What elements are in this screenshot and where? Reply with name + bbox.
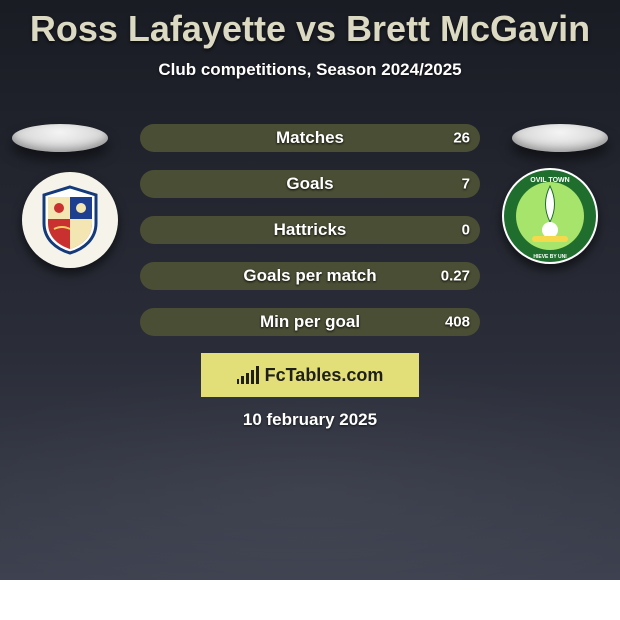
left-podium (12, 124, 108, 152)
stat-bar: Hattricks0 (140, 216, 480, 244)
left-club-crest (22, 172, 118, 268)
right-club-crest: OVIL TOWN HIEVE BY UNI (502, 168, 598, 264)
shield-icon (40, 185, 100, 255)
stat-label: Goals per match (140, 266, 480, 286)
logo-bar (241, 376, 244, 384)
page-title: Ross Lafayette vs Brett McGavin (0, 0, 620, 50)
stat-bar: Min per goal408 (140, 308, 480, 336)
logo-text: FcTables.com (265, 365, 384, 386)
stat-label: Hattricks (140, 220, 480, 240)
stat-rows: Matches26 Goals7 Hattricks0 Goals per match… (140, 124, 480, 354)
logo-bar (256, 366, 259, 384)
logo-bar (246, 373, 249, 384)
stat-bar: Goals7 (140, 170, 480, 198)
bar-chart-icon (237, 366, 259, 384)
stat-value-right: 0.27 (441, 268, 470, 285)
svg-text:HIEVE BY UNI: HIEVE BY UNI (533, 254, 567, 260)
logo-bar (251, 370, 254, 384)
stat-label: Matches (140, 128, 480, 148)
svg-text:OVIL TOWN: OVIL TOWN (530, 177, 569, 184)
stat-label: Goals (140, 174, 480, 194)
subtitle: Club competitions, Season 2024/2025 (0, 60, 620, 80)
stat-value-right: 7 (462, 176, 470, 193)
stat-value-right: 26 (453, 130, 470, 147)
stat-bar: Matches26 (140, 124, 480, 152)
stat-bar: Goals per match0.27 (140, 262, 480, 290)
stat-label: Min per goal (140, 312, 480, 332)
stat-value-right: 0 (462, 222, 470, 239)
content-wrap: Ross Lafayette vs Brett McGavin Club com… (0, 0, 620, 80)
badge-icon: OVIL TOWN HIEVE BY UNI (502, 168, 598, 264)
logo-bar (237, 379, 240, 384)
stat-value-right: 408 (445, 314, 470, 331)
fctables-logo: FcTables.com (201, 353, 419, 397)
date-text: 10 february 2025 (0, 410, 620, 430)
right-podium (512, 124, 608, 152)
